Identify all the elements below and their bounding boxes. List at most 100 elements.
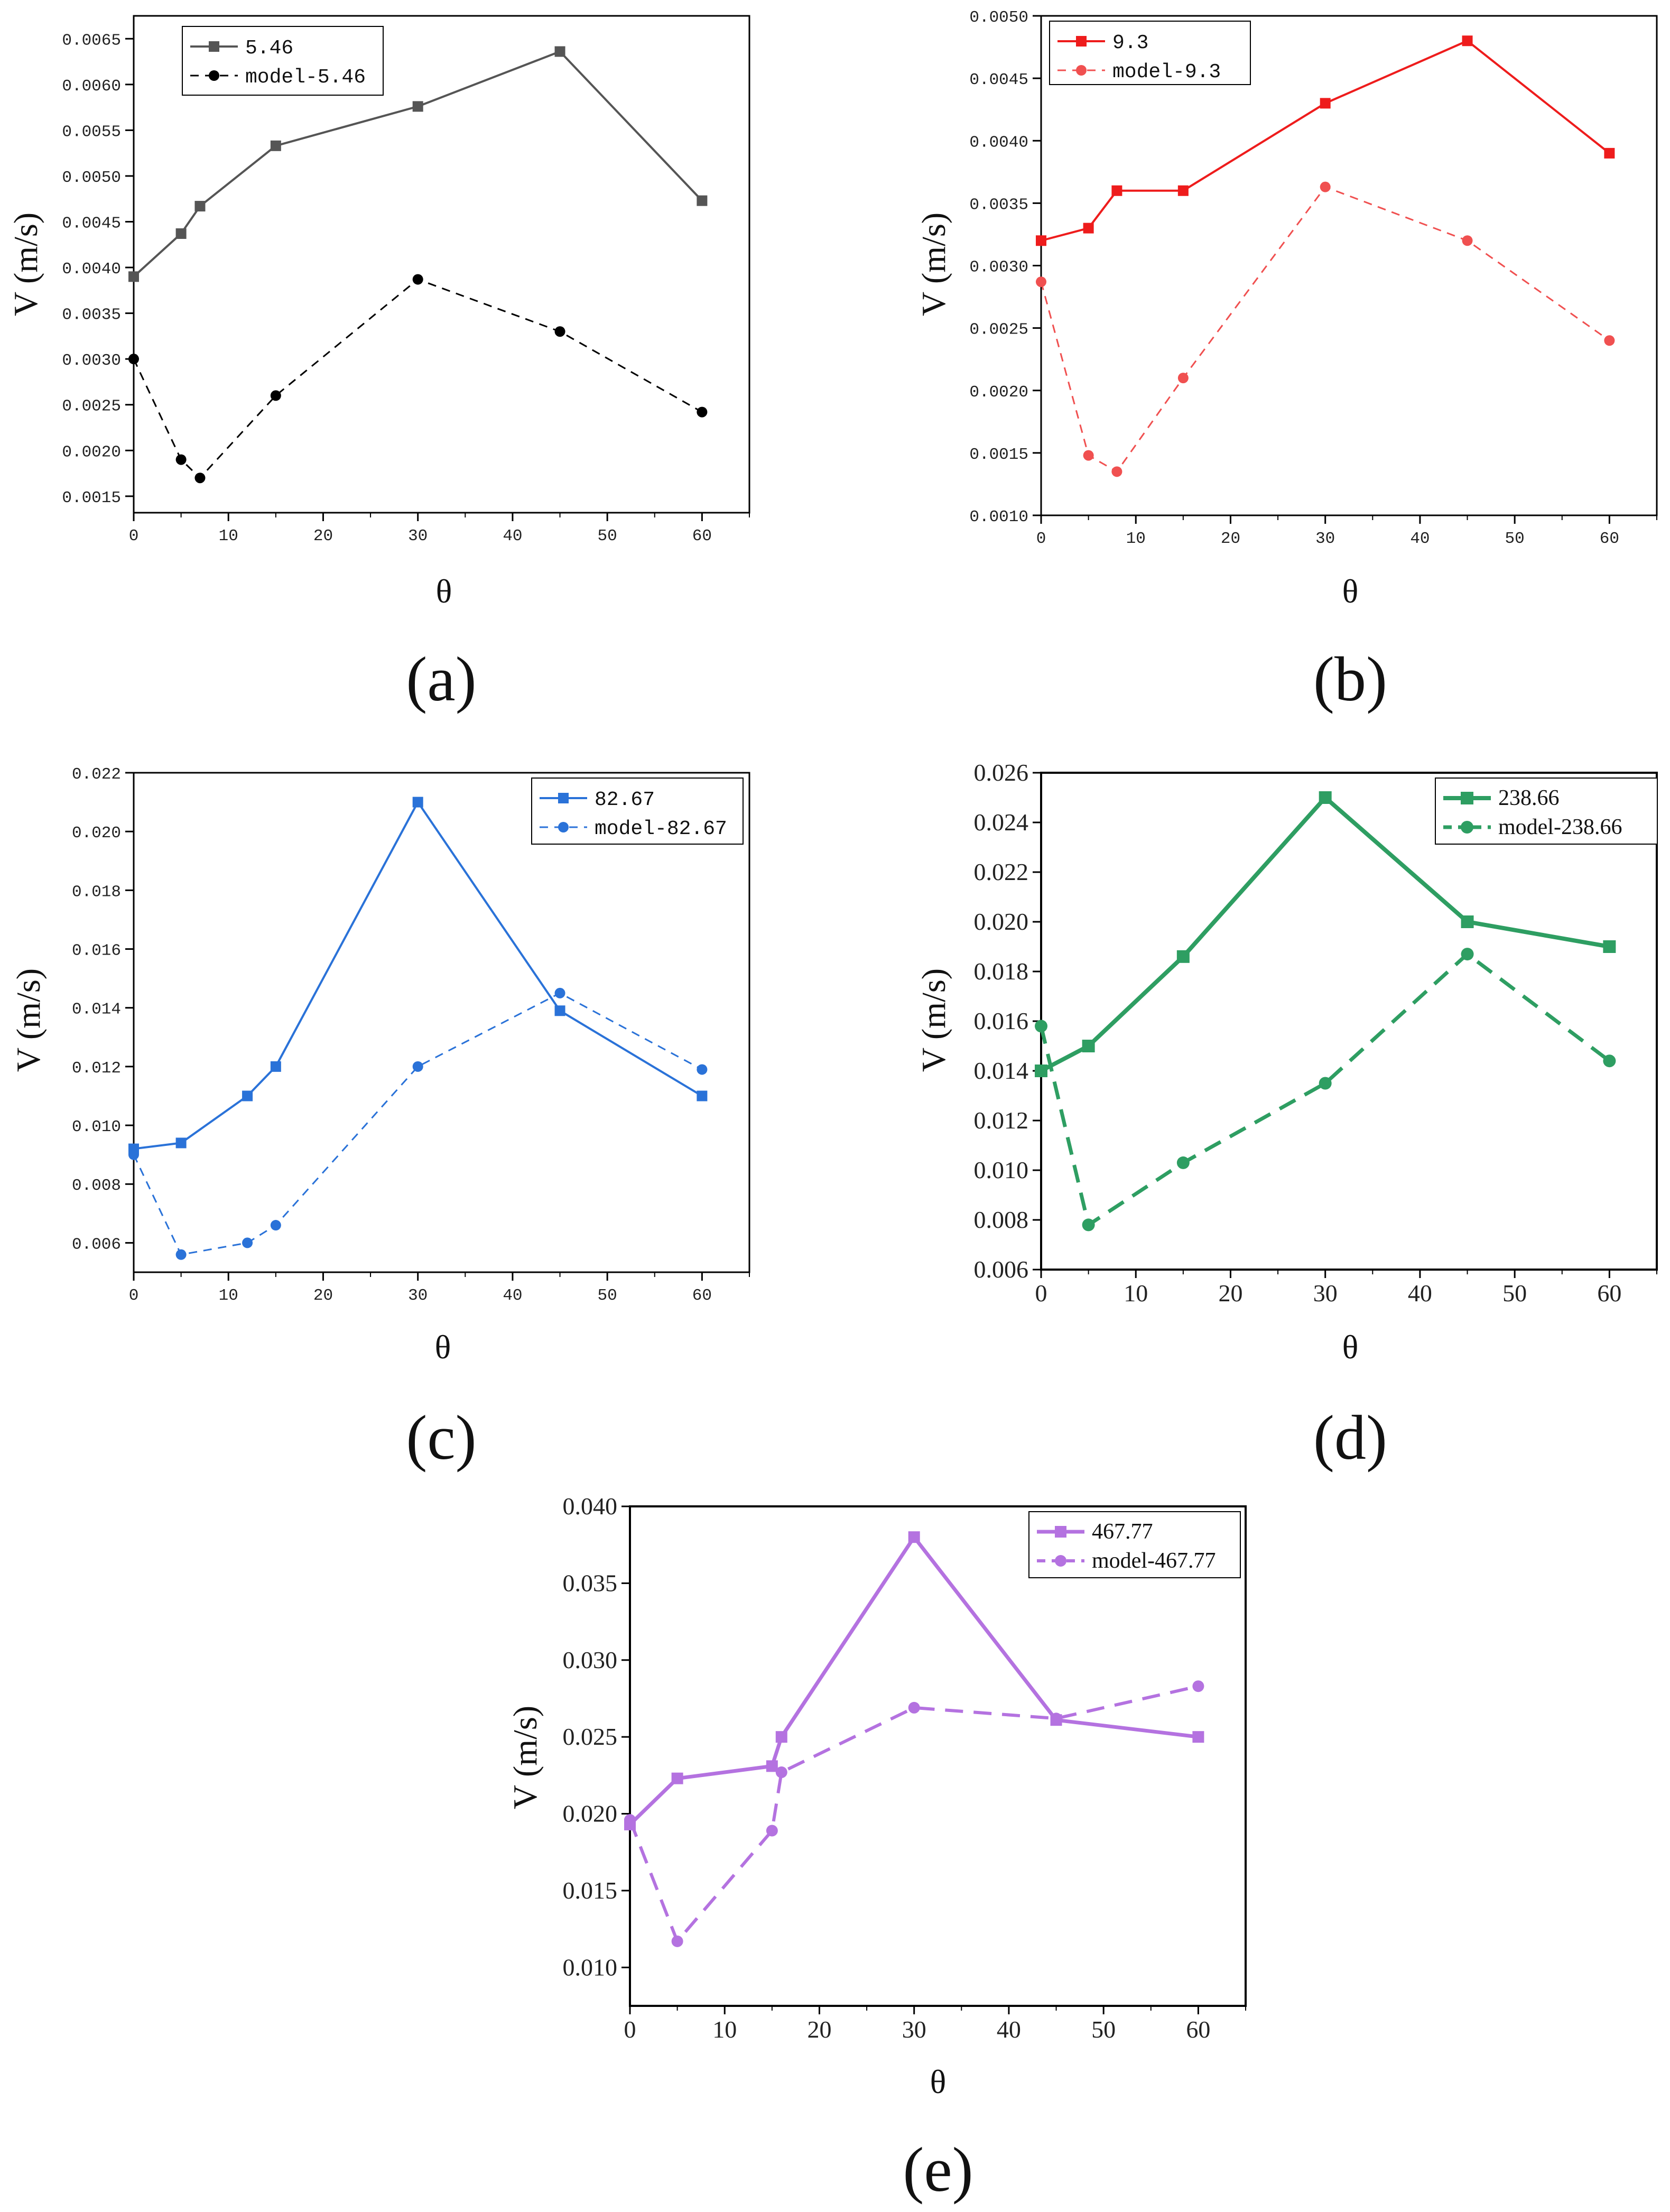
legend-label: model-9.3	[1112, 61, 1221, 84]
data-point	[775, 1766, 787, 1779]
legend-box	[182, 26, 384, 96]
data-point	[697, 406, 708, 418]
series-measured	[1035, 791, 1616, 1077]
y-tick-label: 0.0025	[969, 321, 1028, 339]
data-point	[128, 1149, 139, 1160]
legend-label: 82.67	[595, 789, 655, 811]
legend-label: 238.66	[1498, 786, 1560, 810]
y-tick-label: 0.030	[563, 1646, 618, 1673]
data-point	[1036, 276, 1046, 288]
data-point	[671, 1935, 683, 1947]
x-tick-label: 40	[997, 2016, 1021, 2043]
x-axis-label: θ	[930, 2063, 947, 2100]
data-point	[1604, 335, 1615, 346]
data-point	[1604, 147, 1615, 159]
legend-marker	[558, 822, 569, 832]
data-point	[128, 271, 139, 282]
x-tick-label: 0	[1036, 530, 1046, 548]
data-point	[697, 195, 708, 206]
panel-caption: (d)	[1313, 1402, 1387, 1473]
series-line	[1040, 795, 1610, 1073]
legend-box	[531, 778, 744, 845]
x-tick-label: 20	[313, 1287, 333, 1305]
x-axis-label: θ	[436, 572, 452, 610]
y-tick-label: 0.020	[563, 1800, 618, 1827]
x-tick-label: 20	[313, 527, 333, 545]
y-tick-label: 0.0060	[62, 77, 121, 96]
x-tick-label: 50	[1502, 1280, 1527, 1307]
plot-frame	[133, 15, 750, 514]
y-tick-label: 0.015	[563, 1877, 618, 1904]
y-tick-label: 0.024	[974, 809, 1029, 836]
y-tick-label: 0.0010	[969, 508, 1028, 526]
legend-marker	[1055, 1555, 1066, 1567]
panel-caption: (a)	[406, 644, 476, 714]
y-tick-label: 0.0040	[62, 260, 121, 279]
series-line	[628, 1685, 1199, 1943]
data-point	[1319, 1077, 1332, 1090]
y-tick-label: 0.0035	[969, 196, 1028, 214]
legend-label: 467.77	[1092, 1520, 1153, 1544]
chart-panel-c: 0 10 20 30 40 50 60 0.006 0.008 0.010 0.012 0.014 0.…	[10, 765, 750, 1473]
y-tick-label: 0.0045	[969, 71, 1028, 89]
data-point	[1111, 466, 1122, 477]
x-tick-label: 30	[408, 1287, 428, 1305]
data-point	[554, 46, 565, 57]
y-tick-label: 0.0055	[62, 123, 121, 141]
chart-panel-e: 0 10 20 30 40 50 60 0.010 0.015 0.020 0.025 0.030 0.…	[506, 1493, 1247, 2205]
chart-panel-d: 0 10 20 30 40 50 60 0.006 0.008 0.010 0.012 0.014 0.…	[915, 759, 1658, 1473]
data-point	[1111, 185, 1122, 196]
plot-frame	[629, 1505, 1247, 2007]
y-tick-label: 0.025	[563, 1723, 618, 1750]
y-tick-label: 0.006	[72, 1235, 121, 1254]
data-point	[766, 1760, 778, 1772]
series-line	[628, 1535, 1199, 1826]
y-tick-label: 0.016	[72, 942, 121, 960]
legend: 467.77 model-467.77	[1028, 1511, 1241, 1578]
panel-caption: (e)	[903, 2134, 973, 2205]
x-tick-label: 0	[1035, 1280, 1047, 1307]
y-tick-label: 0.014	[72, 1001, 121, 1019]
y-tick-label: 0.012	[72, 1059, 121, 1078]
y-tick-label: 0.0020	[969, 383, 1028, 402]
legend-label: model-238.66	[1498, 815, 1622, 839]
y-tick-label: 0.0050	[62, 169, 121, 187]
series-model	[128, 274, 708, 484]
data-point	[270, 1061, 281, 1072]
y-tick-label: 0.0015	[969, 446, 1028, 464]
data-point	[175, 454, 187, 465]
y-tick-label: 0.0050	[969, 8, 1028, 27]
x-tick-label: 60	[1186, 2016, 1210, 2043]
y-tick-label: 0.022	[974, 858, 1029, 885]
x-tick-label: 20	[1221, 530, 1240, 548]
x-tick-label: 30	[1315, 530, 1335, 548]
y-tick-label: 0.018	[974, 958, 1029, 985]
series-line	[1039, 952, 1611, 1227]
data-point	[1462, 235, 1473, 246]
y-axis-label: V (m/s)	[7, 212, 44, 316]
data-point	[1461, 915, 1474, 928]
x-tick-label: 60	[1597, 1280, 1621, 1307]
x-tick-label: 30	[408, 527, 428, 545]
x-tick-label: 50	[1505, 530, 1525, 548]
x-tick-label: 0	[129, 527, 139, 545]
series-model	[128, 987, 708, 1260]
chart-panel-b: 0 10 20 30 40 50 60 0.0010 0.0015 0.0020 0.0025 0.0…	[915, 8, 1658, 714]
x-tick-label: 30	[1313, 1280, 1338, 1307]
y-tick-label: 0.010	[974, 1156, 1029, 1183]
legend: 5.46 model-5.46	[182, 26, 384, 96]
y-tick-label: 0.014	[974, 1057, 1029, 1084]
x-tick-label: 10	[712, 2016, 737, 2043]
y-tick-label: 0.0020	[62, 443, 121, 461]
x-tick-label: 0	[624, 2016, 636, 2043]
data-point	[1192, 1680, 1204, 1692]
y-tick-label: 0.040	[563, 1493, 618, 1520]
x-tick-label: 40	[503, 1287, 522, 1305]
data-point	[1176, 1156, 1190, 1169]
data-point	[554, 1005, 565, 1016]
data-point	[1083, 450, 1094, 461]
data-point	[1035, 1020, 1047, 1033]
y-tick-label: 0.022	[72, 765, 121, 784]
data-point	[908, 1531, 920, 1543]
y-tick-label: 0.010	[563, 1954, 618, 1980]
